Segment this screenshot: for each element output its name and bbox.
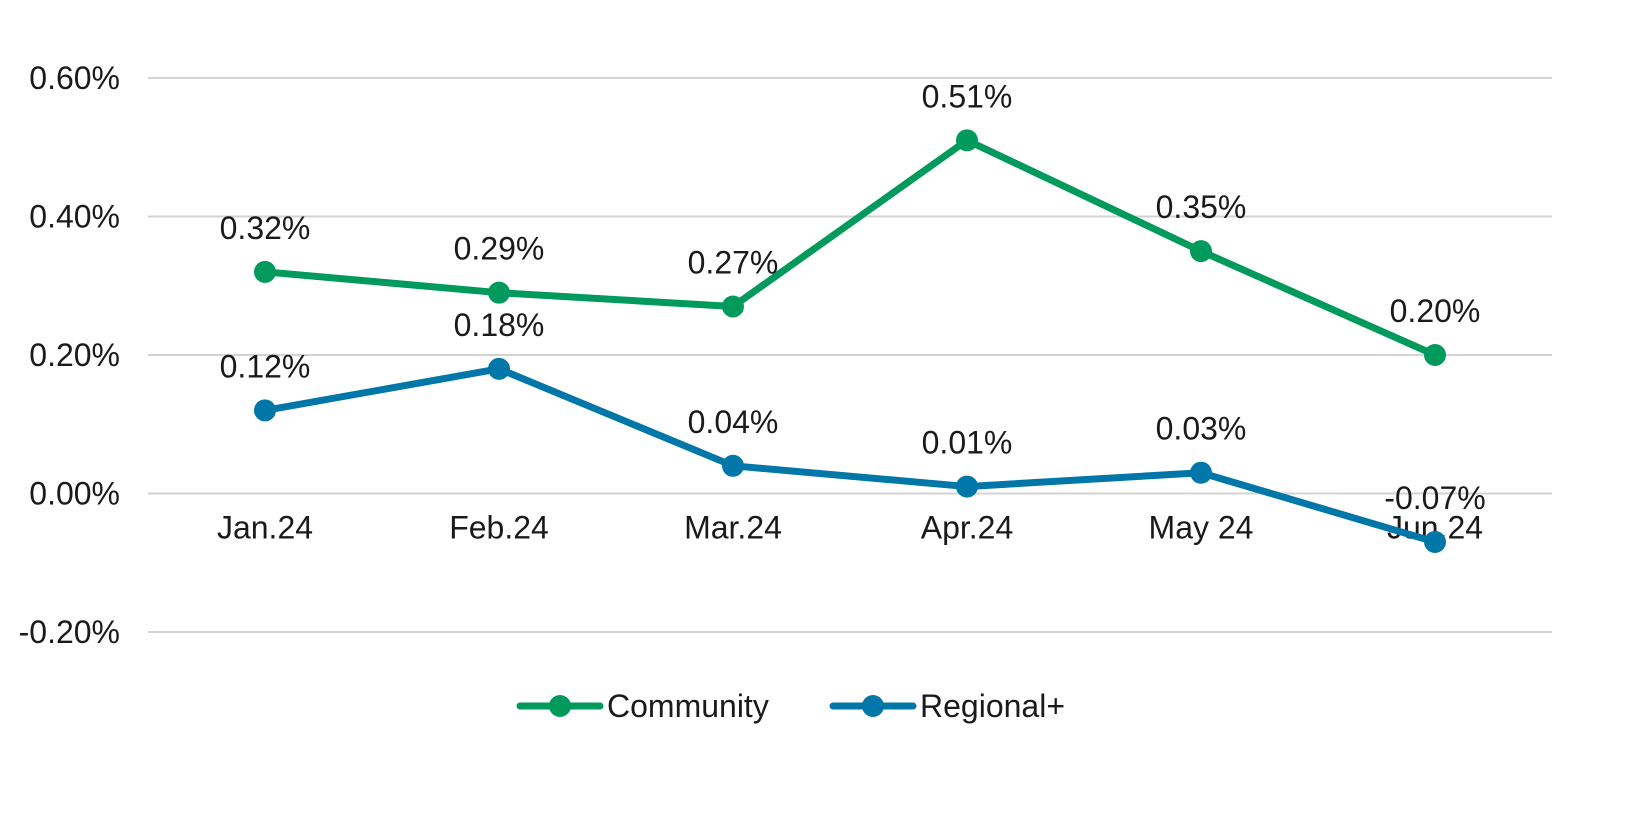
legend-label: Regional+	[920, 688, 1065, 724]
data-label: 0.35%	[1156, 189, 1247, 225]
data-label: 0.03%	[1156, 411, 1247, 447]
data-point	[254, 260, 276, 283]
legend: Community Regional+	[516, 688, 1065, 724]
data-point	[1424, 344, 1446, 366]
legend-swatch-marker	[549, 695, 571, 717]
data-label: 0.27%	[688, 245, 779, 281]
y-tick-label: 0.00%	[29, 476, 120, 512]
data-label: 0.32%	[220, 210, 311, 246]
y-tick-label: 0.20%	[29, 337, 120, 373]
grid	[148, 77, 1552, 633]
data-point	[254, 399, 276, 422]
y-tick-label: 0.60%	[29, 60, 120, 96]
data-point	[488, 357, 510, 380]
data-label: 0.12%	[220, 348, 311, 384]
x-tick-label: Mar.24	[684, 510, 782, 546]
legend-item: Regional+	[829, 688, 1065, 724]
data-label: 0.29%	[454, 231, 545, 267]
x-tick-label: Jan.24	[217, 510, 313, 546]
series-line	[261, 365, 1439, 546]
y-tick-label: -0.20%	[19, 614, 120, 650]
series-line	[261, 136, 1439, 359]
legend-swatch-marker	[862, 695, 884, 717]
data-label: 0.20%	[1390, 293, 1481, 329]
data-label: -0.07%	[1384, 480, 1485, 516]
x-tick-label: Apr.24	[921, 510, 1014, 546]
series: 0.32% 0.29% 0.27% 0.51% 0.35% 0.20% 0.12% 0.18%…	[220, 78, 1486, 553]
data-point	[1190, 461, 1212, 484]
legend-label: Community	[607, 688, 769, 724]
data-label: 0.18%	[454, 307, 545, 343]
data-label: 0.51%	[922, 78, 1013, 114]
data-label: 0.04%	[688, 404, 779, 440]
series-community: 0.32% 0.29% 0.27% 0.51% 0.35% 0.20%	[220, 78, 1481, 366]
y-tick-label: 0.40%	[29, 199, 120, 235]
x-tick-label: Feb.24	[449, 510, 549, 546]
data-label: 0.01%	[922, 425, 1013, 461]
data-point	[956, 129, 978, 152]
y-axis-tick-labels: -0.20% 0.00% 0.20% 0.40% 0.60%	[19, 60, 120, 650]
data-point	[722, 295, 744, 318]
x-tick-label: May 24	[1149, 510, 1254, 546]
data-point	[956, 475, 978, 498]
legend-item: Community	[516, 688, 769, 724]
data-point	[1190, 240, 1212, 263]
data-point	[1424, 530, 1446, 553]
series-regional-: 0.12% 0.18% 0.04% 0.01% 0.03% -0.07%	[220, 307, 1486, 553]
x-axis-tick-labels: Jan.24 Feb.24 Mar.24 Apr.24 May 24 Jun.24	[217, 510, 1483, 546]
data-point	[722, 454, 744, 477]
data-point	[488, 281, 510, 304]
